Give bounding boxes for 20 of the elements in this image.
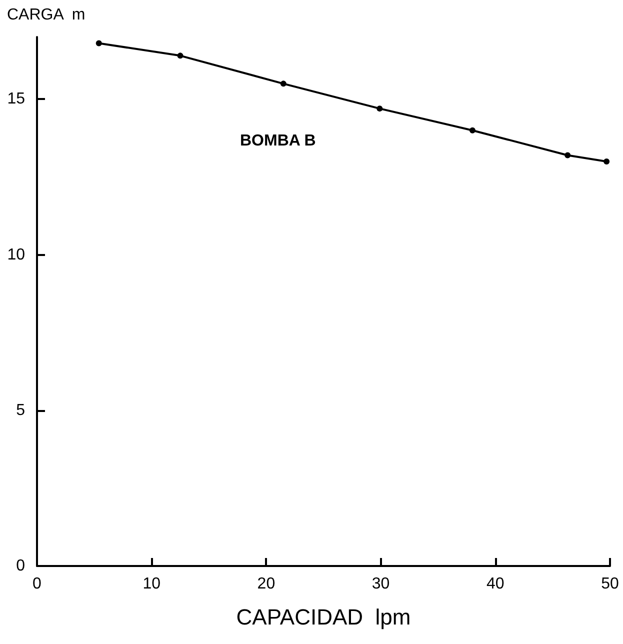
point (96, 40, 102, 46)
y-tick-label: 0 (16, 558, 26, 574)
y-axis-title: CARGA m (7, 6, 86, 24)
x-tick-label: 40 (486, 576, 504, 592)
y-tick-label: 15 (7, 90, 26, 108)
annotation: BOMBA B (240, 132, 316, 150)
point (376, 106, 383, 112)
y-tick-label: 5 (16, 402, 26, 419)
point (177, 52, 184, 59)
x-tick-label: 30 (372, 576, 390, 592)
point (280, 80, 286, 87)
x-tick-label: 50 (601, 576, 619, 592)
y-tick-label: 10 (7, 246, 26, 264)
x-tick-label: 10 (142, 576, 161, 592)
point (469, 127, 476, 134)
x-axis-title: CAPACIDAD lpm (236, 604, 411, 630)
point (604, 158, 610, 164)
point (564, 152, 571, 158)
x-tick-label: 0 (32, 576, 42, 592)
x-tick-label: 20 (257, 576, 276, 592)
